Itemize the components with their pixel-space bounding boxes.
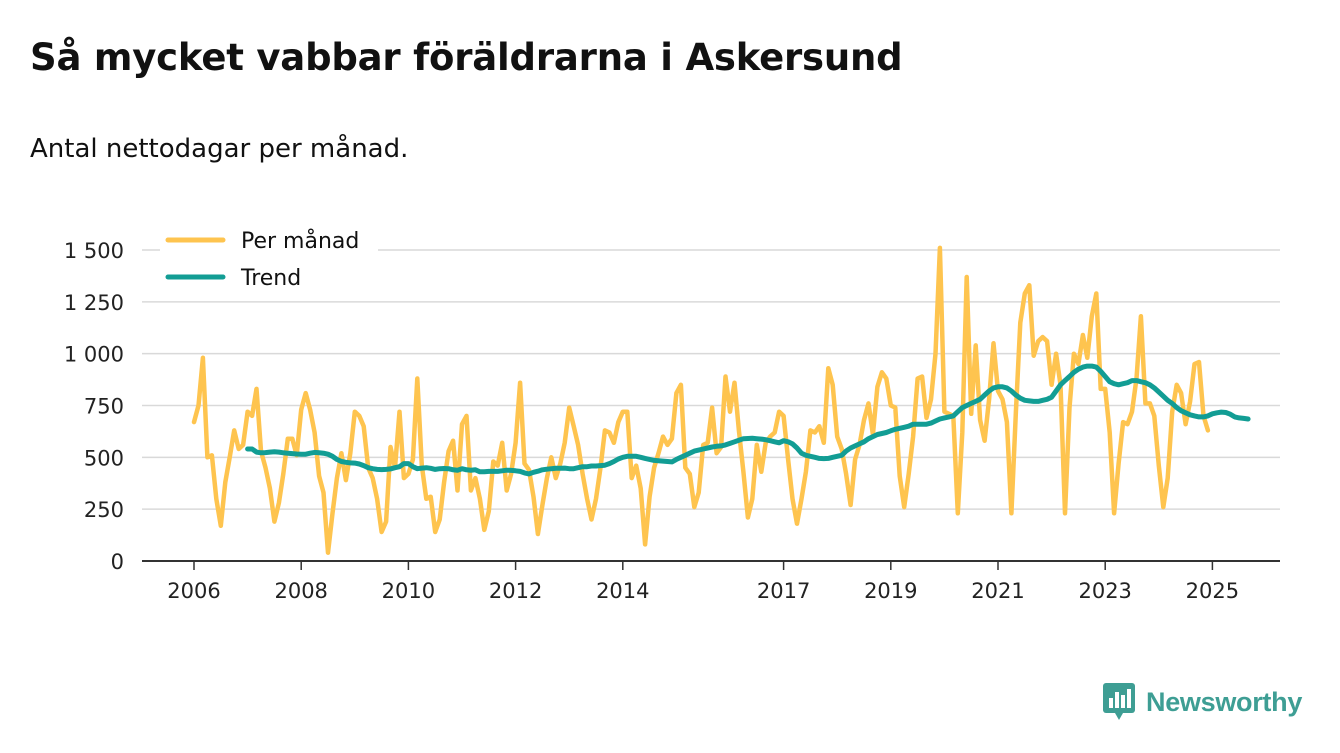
x-tick-label: 2014 bbox=[596, 579, 649, 603]
legend-label-trend: Trend bbox=[240, 266, 301, 291]
y-tick-label: 1 500 bbox=[64, 239, 124, 263]
brand-name: Newsworthy bbox=[1146, 686, 1303, 717]
x-tick-label: 2010 bbox=[382, 579, 435, 603]
y-tick-label: 1 000 bbox=[64, 343, 124, 367]
y-tick-label: 500 bbox=[84, 446, 124, 470]
y-tick-label: 250 bbox=[84, 498, 124, 522]
chart-title: Så mycket vabbar föräldrarna i Askersund bbox=[30, 36, 903, 79]
series bbox=[191, 245, 1251, 555]
x-tick-label: 2025 bbox=[1186, 579, 1239, 603]
series-line-per-manad bbox=[191, 245, 1211, 555]
y-tick-label: 750 bbox=[84, 395, 124, 419]
x-tick-label: 2023 bbox=[1078, 579, 1131, 603]
x-tick-label: 2019 bbox=[864, 579, 917, 603]
brand-logo: Newsworthy bbox=[1102, 682, 1302, 722]
newsworthy-logo-icon bbox=[1103, 683, 1135, 720]
series-line-trend bbox=[245, 363, 1251, 477]
legend: Per månad Trend bbox=[160, 222, 378, 300]
y-axis: 0 250 500 750 1 000 1 250 1 500 bbox=[64, 239, 124, 574]
chart-subtitle: Antal nettodagar per månad. bbox=[30, 134, 409, 164]
x-tick-label: 2012 bbox=[489, 579, 542, 603]
x-tick-label: 2006 bbox=[167, 579, 220, 603]
y-tick-label: 1 250 bbox=[64, 291, 124, 315]
legend-background bbox=[160, 222, 378, 300]
x-tick-label: 2008 bbox=[274, 579, 327, 603]
legend-label-per-manad: Per månad bbox=[241, 228, 359, 254]
x-tick-label: 2017 bbox=[757, 579, 810, 603]
x-tick-label: 2021 bbox=[971, 579, 1024, 603]
y-tick-label: 0 bbox=[111, 550, 124, 574]
x-axis: 2006 2008 2010 2012 2014 2017 2019 2021 2023 2025 bbox=[142, 560, 1280, 603]
